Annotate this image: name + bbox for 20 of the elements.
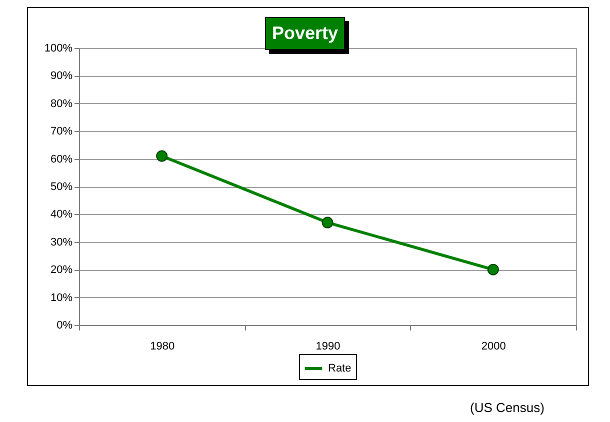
y-tick-label: 30% bbox=[50, 236, 73, 248]
point bbox=[322, 216, 334, 228]
y-tick-label: 20% bbox=[50, 264, 73, 276]
x-tick-label: 1980 bbox=[150, 340, 175, 352]
y-tick-label: 0% bbox=[56, 320, 73, 332]
y-tick-label: 90% bbox=[50, 70, 73, 82]
y-tick-label: 50% bbox=[50, 181, 73, 193]
y-tick-label: 80% bbox=[50, 98, 73, 110]
x-tick-label: 1990 bbox=[316, 340, 340, 352]
text: (US Census) bbox=[470, 400, 544, 415]
point bbox=[487, 264, 499, 276]
x-tick-label: 2000 bbox=[481, 340, 506, 352]
legend-label: Rate bbox=[328, 362, 352, 374]
y-tick-label: 60% bbox=[50, 153, 73, 166]
y-tick-label: 100% bbox=[44, 42, 73, 54]
y-tick-label: 40% bbox=[50, 208, 73, 221]
y-tick-label: 10% bbox=[50, 292, 73, 304]
chart-title: Poverty bbox=[264, 17, 346, 50]
point bbox=[156, 150, 168, 162]
y-tick-label: 70% bbox=[50, 126, 73, 138]
